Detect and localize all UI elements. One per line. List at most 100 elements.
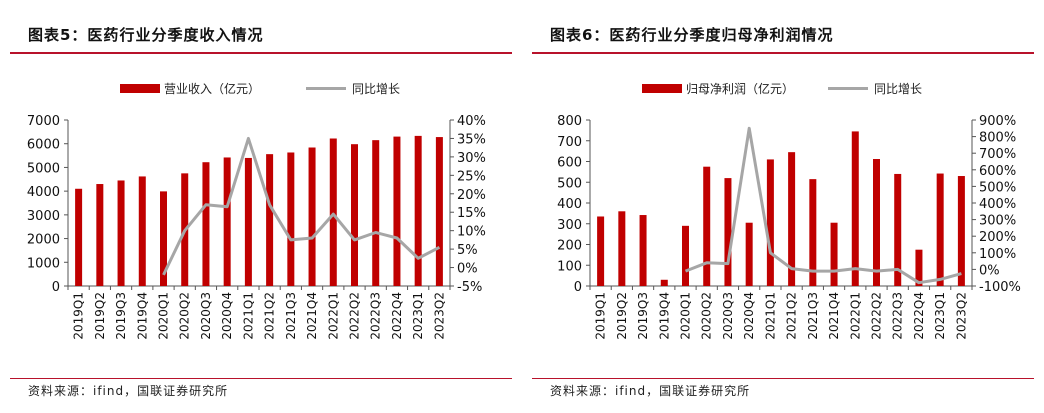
y2-tick-label: 500% <box>979 180 1016 195</box>
x-tick-label: 2020Q1 <box>679 292 693 340</box>
x-tick-label: 2019Q1 <box>72 292 86 340</box>
x-tick-label: 2022Q3 <box>891 292 905 340</box>
y2-tick-label: 0% <box>979 263 1000 278</box>
figure-5-title-bar: 图表5：医药行业分季度收入情况 <box>10 14 512 52</box>
y2-tick-label: 25% <box>457 169 486 184</box>
y-tick-label: 6000 <box>27 138 60 153</box>
x-tick-label: 2021Q3 <box>284 292 298 340</box>
x-tick-label: 2020Q2 <box>700 292 714 340</box>
legend-bar-swatch <box>642 84 682 93</box>
y-tick-label: 500 <box>557 176 582 191</box>
figure-6-chart: 归母净利润（亿元） 同比增长 0 100 200 300 400 500 600 700 800 -1… <box>557 81 1021 340</box>
figure-5-title: 图表5：医药行业分季度收入情况 <box>28 26 264 44</box>
y2-tick-label: 35% <box>457 132 486 147</box>
bar <box>351 144 358 286</box>
x-tick-label: 2020Q1 <box>157 292 171 340</box>
y-tick-label: 700 <box>557 135 582 150</box>
bar <box>766 159 774 286</box>
x-tick-label: 2019Q3 <box>636 292 650 340</box>
x-tick-label: 2021Q2 <box>263 292 277 340</box>
y-tick-label: 0 <box>574 280 582 295</box>
y-tick-label: 1000 <box>27 256 60 271</box>
figure-6-panel: 图表6：医药行业分季度归母净利润情况 归母净利润（亿元） 同比增长 0 100 200 3… <box>532 0 1040 413</box>
x-tick-label: 2023Q2 <box>954 292 968 340</box>
y-tick-label: 800 <box>557 114 582 129</box>
bar <box>117 180 125 286</box>
bar <box>202 162 210 286</box>
y-tick-label: 3000 <box>27 209 60 224</box>
bar <box>915 249 923 286</box>
x-tick-label: 2019Q4 <box>135 292 149 340</box>
y2-tick-label: 700% <box>979 147 1016 162</box>
y2-tick-label: 20% <box>457 188 486 203</box>
y2-tick-label: 800% <box>979 131 1016 146</box>
figure-6-title: 图表6：医药行业分季度归母净利润情况 <box>550 26 834 44</box>
figure-6-top-rule <box>532 52 1034 54</box>
x-tick-label: 2022Q2 <box>870 292 884 340</box>
y2-tick-label: 15% <box>457 206 486 221</box>
bar <box>618 211 626 286</box>
x-tick-label: 2023Q2 <box>432 292 446 340</box>
y2-tick-label: 40% <box>457 114 486 129</box>
x-tick-label: 2021Q4 <box>827 292 841 340</box>
figure-6-source: 资料来源：ifind，国联证券研究所 <box>550 384 751 398</box>
x-tick-label: 2022Q3 <box>369 292 383 340</box>
bar <box>894 173 902 286</box>
legend-bar-swatch <box>120 84 160 93</box>
y2-tick-label: 30% <box>457 151 486 166</box>
bar <box>96 184 104 286</box>
x-tick-label: 2022Q4 <box>912 292 926 340</box>
figure-5-bottom-rule <box>10 378 512 379</box>
figure-6-bottom-rule <box>532 378 1034 379</box>
bar <box>75 188 83 286</box>
bar <box>414 135 422 286</box>
figure-5-top-rule <box>10 52 512 54</box>
x-tick-label: 2019Q3 <box>114 292 128 340</box>
y2-tick-label: 900% <box>979 114 1016 129</box>
bar <box>830 222 838 286</box>
y2-tick-label: 0% <box>457 262 478 277</box>
yoy-growth-line <box>162 136 441 276</box>
bar <box>223 157 231 286</box>
y2-tick-label: -100% <box>979 280 1021 295</box>
bar <box>287 152 295 286</box>
bar <box>682 225 689 286</box>
yoy-growth-line <box>684 126 962 285</box>
x-tick-label: 2021Q1 <box>763 292 777 340</box>
legend-bar-label: 营业收入（亿元） <box>164 81 260 96</box>
y-tick-label: 400 <box>557 197 582 212</box>
y-tick-label: 2000 <box>27 233 60 248</box>
legend: 营业收入（亿元） 同比增长 <box>120 81 400 96</box>
bar <box>660 279 668 286</box>
bar <box>809 179 817 286</box>
bar <box>703 166 711 286</box>
bar <box>393 136 401 286</box>
bar <box>957 176 965 286</box>
x-tick-label: 2022Q1 <box>848 292 862 340</box>
bar <box>936 173 944 286</box>
figure-5-panel: 图表5：医药行业分季度收入情况 营业收入（亿元） 同比增长 0 1000 2000 300… <box>10 0 518 413</box>
y2-tick-label: 10% <box>457 225 486 240</box>
bar <box>138 176 146 286</box>
x-tick-label: 2020Q4 <box>742 292 756 340</box>
legend-line-label: 同比增长 <box>874 82 922 96</box>
bar <box>160 191 167 286</box>
bar <box>873 159 880 286</box>
y2-tick-label: 100% <box>979 247 1016 262</box>
x-tick-label: 2020Q2 <box>178 292 192 340</box>
x-tick-label: 2019Q1 <box>594 292 608 340</box>
y2-tick-label: 200% <box>979 230 1016 245</box>
bar <box>372 140 380 286</box>
bar <box>435 137 443 286</box>
x-tick-label: 2022Q2 <box>348 292 362 340</box>
legend-line-label: 同比增长 <box>352 82 400 96</box>
x-tick-label: 2023Q1 <box>411 292 425 340</box>
y-tick-label: 7000 <box>27 114 60 129</box>
bar <box>308 147 316 286</box>
x-tick-label: 2020Q3 <box>199 292 213 340</box>
bar <box>639 215 647 286</box>
bar <box>851 131 859 286</box>
x-tick-label: 2019Q4 <box>657 292 671 340</box>
legend: 归母净利润（亿元） 同比增长 <box>642 81 922 96</box>
bar <box>597 216 605 286</box>
